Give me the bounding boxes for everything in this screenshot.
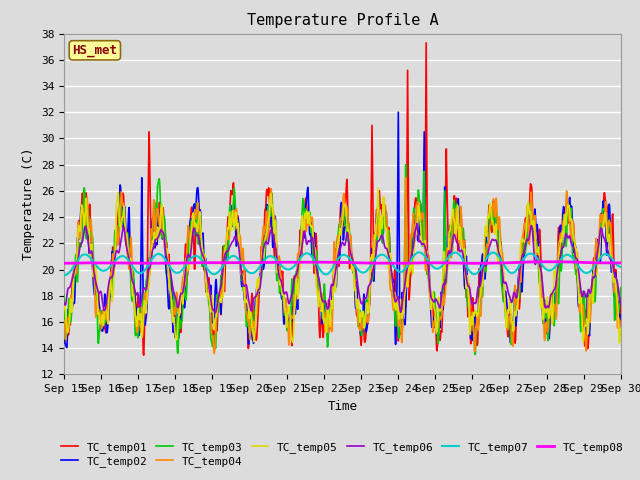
- TC_temp07: [617, 264, 625, 270]
- TC_temp01: [617, 295, 625, 300]
- TC_temp04: [402, 175, 410, 180]
- TC_temp05: [617, 325, 625, 331]
- TC_temp04: [429, 324, 437, 330]
- TC_temp06: [211, 310, 219, 316]
- TC_temp06: [246, 306, 254, 312]
- TC_temp01: [246, 327, 254, 333]
- Y-axis label: Temperature (C): Temperature (C): [22, 148, 35, 260]
- Line: TC_temp06: TC_temp06: [64, 224, 621, 313]
- TC_temp01: [140, 352, 148, 358]
- TC_temp03: [471, 351, 479, 357]
- TC_temp03: [502, 317, 510, 323]
- TC_temp02: [502, 294, 510, 300]
- TC_temp08: [471, 261, 479, 266]
- TC_temp05: [429, 294, 437, 300]
- TC_temp05: [616, 340, 623, 346]
- TC_temp06: [170, 291, 178, 297]
- TC_temp08: [547, 259, 555, 264]
- TC_temp03: [617, 285, 625, 290]
- TC_temp07: [429, 264, 437, 270]
- TC_temp03: [170, 290, 178, 296]
- Line: TC_temp02: TC_temp02: [64, 112, 621, 348]
- TC_temp07: [551, 264, 559, 270]
- TC_temp05: [374, 186, 382, 192]
- TC_temp07: [415, 250, 423, 255]
- TC_temp06: [502, 281, 510, 287]
- TC_temp01: [502, 313, 510, 319]
- TC_temp04: [211, 350, 218, 356]
- TC_temp02: [171, 331, 179, 336]
- TC_temp06: [617, 302, 625, 308]
- TC_temp02: [429, 319, 437, 325]
- TC_temp03: [60, 292, 68, 298]
- TC_temp08: [184, 260, 191, 266]
- TC_temp04: [60, 317, 68, 323]
- TC_temp08: [170, 260, 178, 266]
- TC_temp07: [60, 272, 68, 278]
- TC_temp01: [60, 308, 68, 313]
- TC_temp04: [170, 306, 178, 312]
- Line: TC_temp05: TC_temp05: [64, 189, 621, 343]
- TC_temp05: [60, 306, 68, 312]
- Legend: TC_temp01, TC_temp02, TC_temp03, TC_temp04, TC_temp05, TC_temp06, TC_temp07, TC_: TC_temp01, TC_temp02, TC_temp03, TC_temp…: [57, 438, 628, 471]
- TC_temp08: [429, 260, 436, 266]
- TC_temp02: [63, 345, 70, 350]
- TC_temp05: [184, 265, 191, 271]
- TC_temp03: [184, 246, 191, 252]
- TC_temp05: [170, 318, 178, 324]
- TC_temp05: [246, 311, 254, 317]
- TC_temp02: [60, 337, 68, 343]
- TC_temp06: [184, 252, 191, 257]
- TC_temp02: [552, 292, 559, 298]
- TC_temp08: [502, 260, 509, 266]
- TC_temp06: [429, 299, 437, 305]
- TC_temp05: [551, 275, 559, 280]
- TC_temp07: [246, 270, 254, 276]
- TC_temp04: [246, 330, 254, 336]
- TC_temp07: [184, 260, 191, 265]
- TC_temp02: [184, 236, 192, 242]
- TC_temp04: [552, 308, 559, 313]
- TC_temp04: [184, 227, 191, 232]
- X-axis label: Time: Time: [328, 400, 357, 413]
- TC_temp02: [246, 332, 254, 338]
- Line: TC_temp01: TC_temp01: [64, 43, 621, 355]
- TC_temp05: [502, 321, 509, 327]
- TC_temp01: [422, 40, 430, 46]
- TC_temp04: [617, 332, 625, 338]
- TC_temp03: [429, 298, 437, 304]
- TC_temp04: [502, 313, 510, 319]
- TC_temp08: [552, 259, 559, 264]
- Line: TC_temp04: TC_temp04: [64, 178, 621, 353]
- TC_temp06: [60, 300, 68, 306]
- TC_temp01: [184, 262, 192, 267]
- TC_temp08: [246, 260, 254, 265]
- TC_temp02: [394, 109, 402, 115]
- Title: Temperature Profile A: Temperature Profile A: [246, 13, 438, 28]
- TC_temp01: [552, 301, 559, 307]
- TC_temp01: [171, 320, 179, 325]
- TC_temp07: [502, 265, 509, 271]
- TC_temp08: [617, 260, 625, 266]
- Line: TC_temp03: TC_temp03: [64, 165, 621, 354]
- TC_temp02: [617, 313, 625, 319]
- TC_temp06: [413, 221, 420, 227]
- TC_temp03: [246, 317, 254, 323]
- Text: HS_met: HS_met: [72, 44, 117, 57]
- TC_temp06: [552, 284, 559, 290]
- TC_temp03: [402, 162, 410, 168]
- TC_temp08: [60, 260, 68, 266]
- TC_temp01: [429, 313, 437, 319]
- Line: TC_temp08: TC_temp08: [64, 262, 621, 264]
- TC_temp03: [552, 298, 559, 303]
- Line: TC_temp07: TC_temp07: [64, 252, 621, 275]
- TC_temp07: [170, 269, 178, 275]
